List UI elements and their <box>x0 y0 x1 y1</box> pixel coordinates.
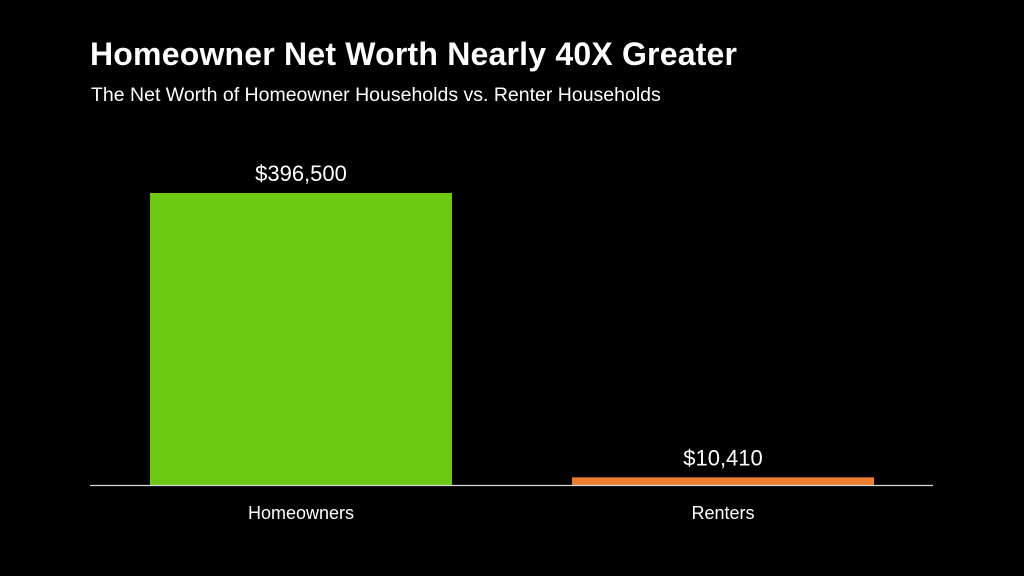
chart-title: Homeowner Net Worth Nearly 40X Greater <box>90 36 738 72</box>
data-label-homeowners: $396,500 <box>255 161 347 186</box>
chart-subtitle: The Net Worth of Homeowner Households vs… <box>91 84 661 106</box>
bar-homeowners <box>150 193 452 485</box>
bar-renters <box>572 477 874 485</box>
x-tick-label-homeowners: Homeowners <box>248 503 354 523</box>
data-label-renters: $10,410 <box>683 445 763 470</box>
x-tick-label-renters: Renters <box>691 503 754 523</box>
